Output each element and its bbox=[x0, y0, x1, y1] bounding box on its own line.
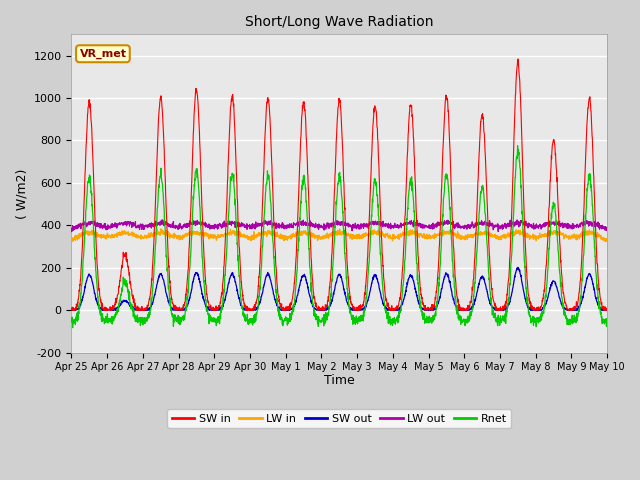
Legend: SW in, LW in, SW out, LW out, Rnet: SW in, LW in, SW out, LW out, Rnet bbox=[168, 409, 511, 428]
X-axis label: Time: Time bbox=[324, 374, 355, 387]
Title: Short/Long Wave Radiation: Short/Long Wave Radiation bbox=[245, 15, 433, 29]
Text: VR_met: VR_met bbox=[79, 48, 127, 59]
Y-axis label: ( W/m2): ( W/m2) bbox=[15, 168, 28, 219]
